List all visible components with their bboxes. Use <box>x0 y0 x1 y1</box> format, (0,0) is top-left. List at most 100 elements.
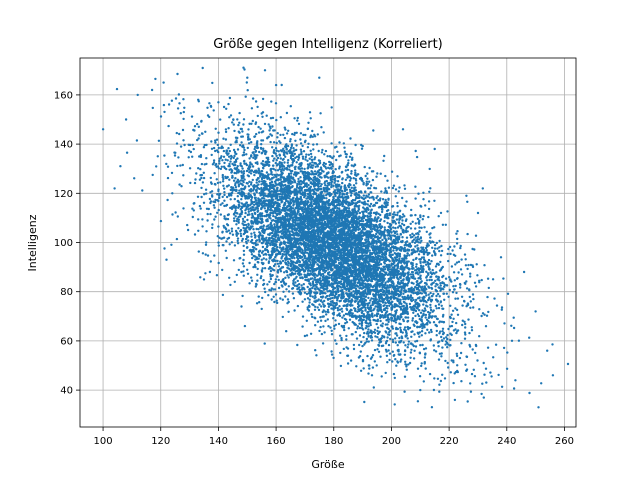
data-point <box>376 228 379 231</box>
data-point <box>281 246 284 250</box>
data-point <box>198 134 201 137</box>
data-point <box>245 81 248 84</box>
data-point <box>432 241 435 244</box>
data-point <box>420 330 424 333</box>
data-point <box>403 375 407 378</box>
data-point <box>528 391 531 395</box>
data-point <box>398 186 401 189</box>
data-point <box>193 202 196 205</box>
data-point <box>299 148 303 151</box>
data-point <box>232 259 236 262</box>
data-point <box>294 139 297 142</box>
data-point <box>492 356 495 359</box>
data-point <box>264 161 267 164</box>
data-point <box>187 149 191 152</box>
data-point <box>274 293 278 296</box>
data-point <box>191 215 194 219</box>
data-point <box>233 219 236 223</box>
data-point <box>301 300 304 303</box>
data-point <box>336 309 340 312</box>
data-point <box>247 185 251 188</box>
data-point <box>324 149 328 153</box>
data-point <box>427 316 431 320</box>
data-point <box>176 215 179 218</box>
data-point <box>439 289 442 292</box>
data-point <box>378 223 382 226</box>
data-point <box>214 149 217 153</box>
data-point <box>456 230 459 233</box>
data-point <box>406 319 410 323</box>
data-point <box>217 208 220 212</box>
data-point <box>313 158 316 161</box>
data-point <box>309 162 312 165</box>
data-point <box>291 132 294 136</box>
data-point <box>447 259 450 263</box>
data-point <box>419 311 423 314</box>
data-point <box>218 196 221 200</box>
data-point <box>419 260 422 263</box>
data-point <box>430 260 433 263</box>
data-point <box>191 155 194 158</box>
data-point <box>347 207 351 210</box>
data-point <box>440 355 443 358</box>
data-point <box>423 226 426 229</box>
data-point <box>235 273 238 277</box>
data-point <box>451 249 454 252</box>
data-point <box>420 320 424 323</box>
data-point <box>258 187 261 191</box>
data-point <box>330 184 333 188</box>
data-point <box>213 182 217 186</box>
data-point <box>324 184 327 187</box>
data-point <box>281 315 284 319</box>
data-point <box>375 251 379 254</box>
data-point <box>209 260 212 263</box>
data-point <box>365 180 368 183</box>
data-point <box>273 300 276 304</box>
data-point <box>414 213 417 217</box>
data-point <box>277 236 280 239</box>
data-point <box>321 342 325 345</box>
data-point <box>250 198 253 202</box>
data-point <box>369 299 372 302</box>
data-point <box>360 340 363 344</box>
data-point <box>228 168 231 171</box>
data-point <box>251 97 255 100</box>
data-point <box>309 181 313 184</box>
data-point <box>238 189 241 192</box>
data-point <box>368 249 371 252</box>
data-point <box>228 243 231 246</box>
data-point <box>229 157 233 160</box>
data-point <box>409 356 412 359</box>
data-point <box>348 179 352 182</box>
data-point <box>421 343 424 347</box>
data-point <box>276 271 280 274</box>
data-point <box>332 184 335 188</box>
data-point <box>251 119 254 123</box>
data-point <box>337 313 341 316</box>
data-point <box>236 148 240 151</box>
data-point <box>452 253 456 256</box>
data-point <box>396 233 399 236</box>
data-point <box>418 309 421 312</box>
data-point <box>409 273 413 276</box>
data-point <box>466 400 469 403</box>
data-point <box>429 275 432 279</box>
data-point <box>210 153 213 157</box>
data-point <box>234 209 237 212</box>
data-point <box>378 219 382 223</box>
data-point <box>418 230 421 233</box>
data-point <box>440 339 444 342</box>
data-point <box>414 340 417 343</box>
data-point <box>227 102 230 106</box>
data-point <box>200 195 203 199</box>
data-point <box>334 168 337 171</box>
data-point <box>404 344 407 347</box>
data-point <box>224 158 227 161</box>
data-point <box>387 198 390 201</box>
data-point <box>294 261 297 264</box>
data-point <box>325 197 328 200</box>
data-point <box>383 191 386 194</box>
data-point <box>322 161 326 165</box>
data-point <box>274 169 277 172</box>
